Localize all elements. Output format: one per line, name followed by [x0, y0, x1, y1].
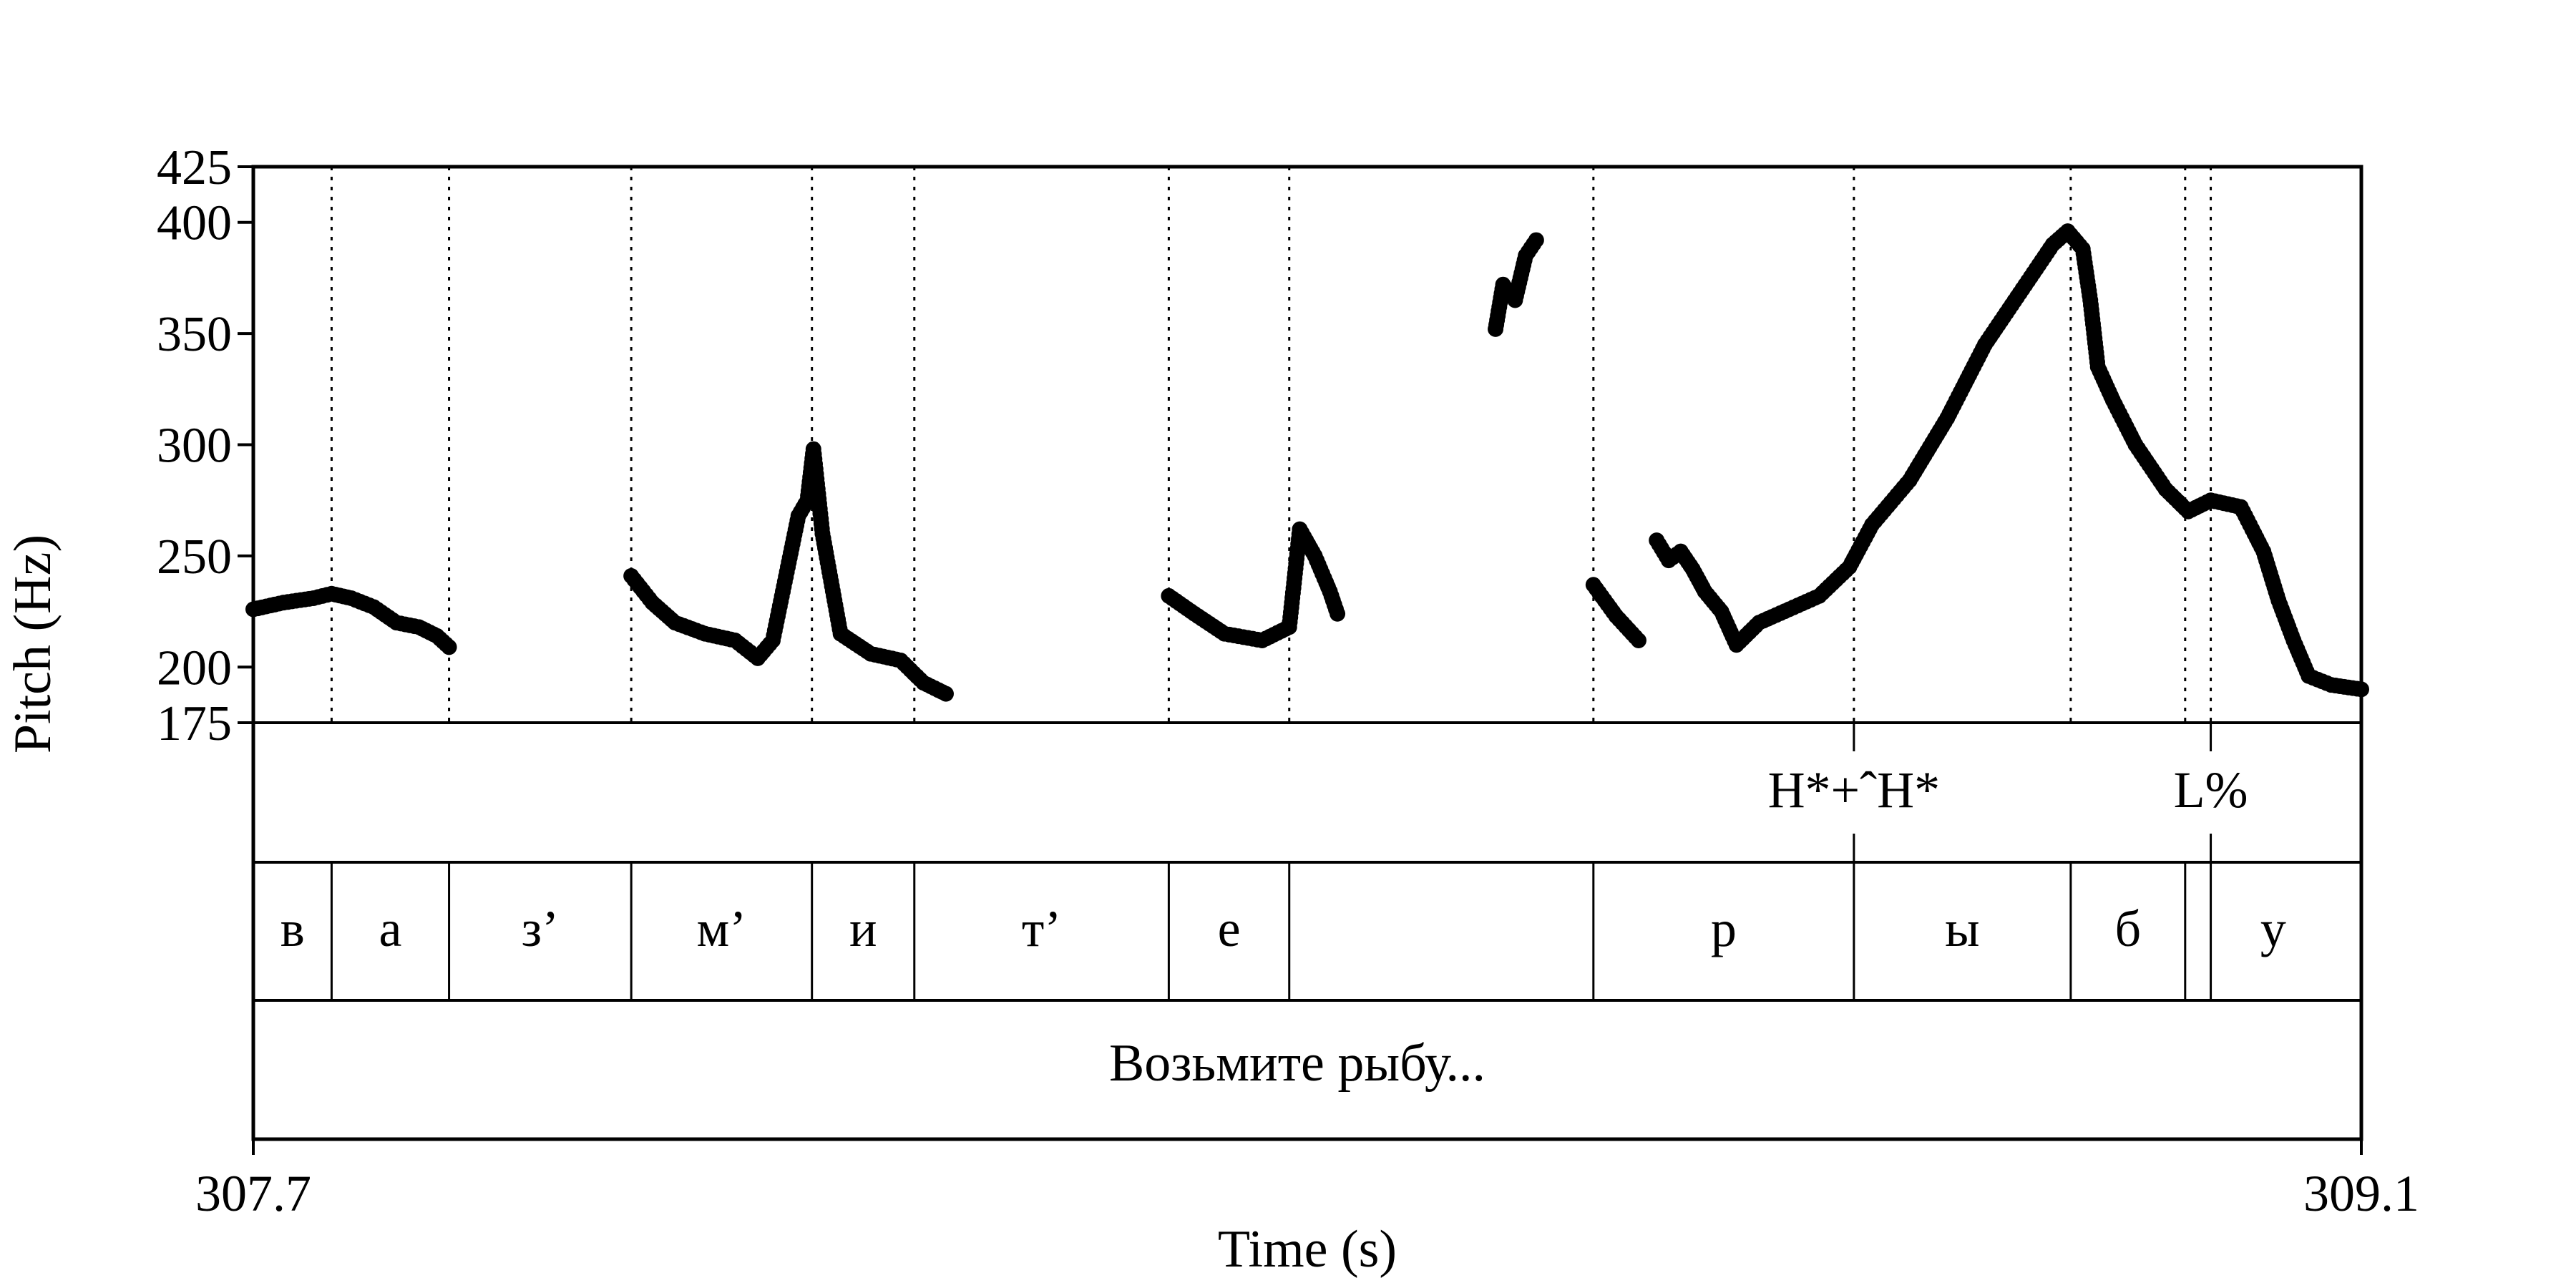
x-tick-label: 307.7 [195, 1165, 311, 1222]
segment-label: б [2115, 900, 2142, 957]
x-axis-title: Time (s) [1218, 1220, 1397, 1279]
y-tick-label: 200 [157, 640, 232, 696]
y-tick-label: 400 [157, 196, 232, 251]
annotation-tiers: H*+ˆH* L% в а з’ м’ и т’ е р ы б у [253, 721, 2361, 1002]
segment-label: у [2260, 900, 2286, 957]
segment-label: р [1711, 900, 1737, 957]
pitch-point [937, 686, 954, 702]
plot-layer [245, 167, 2369, 723]
y-tick-label: 300 [157, 419, 232, 474]
segment-label: з’ [522, 900, 559, 957]
tone-label: H*+ˆH* [1768, 761, 1941, 819]
y-tick-label: 425 [157, 140, 232, 195]
segment-label: м’ [697, 900, 747, 957]
y-tick-label: 250 [157, 530, 232, 585]
pitch-point [1330, 605, 1346, 622]
y-axis-title: Pitch (Hz) [4, 535, 62, 753]
segment-label: а [379, 900, 402, 957]
pitch-point [1528, 232, 1544, 248]
segment-label: в [280, 900, 305, 957]
x-tick-label: 309.1 [2303, 1165, 2419, 1222]
tone-label: L% [2174, 761, 2248, 819]
pitch-point [441, 639, 457, 655]
segment-label: т’ [1022, 900, 1061, 957]
segment-label: ы [1945, 900, 1979, 957]
segment-label: е [1218, 900, 1241, 957]
y-tick-label: 175 [157, 696, 232, 751]
phrase-label: Возьмите рыбу... [1109, 1034, 1485, 1093]
pitch-point [1630, 633, 1646, 649]
segment-label: и [849, 900, 877, 957]
plot-frame [251, 165, 2363, 1141]
y-tick-label: 350 [157, 307, 232, 362]
